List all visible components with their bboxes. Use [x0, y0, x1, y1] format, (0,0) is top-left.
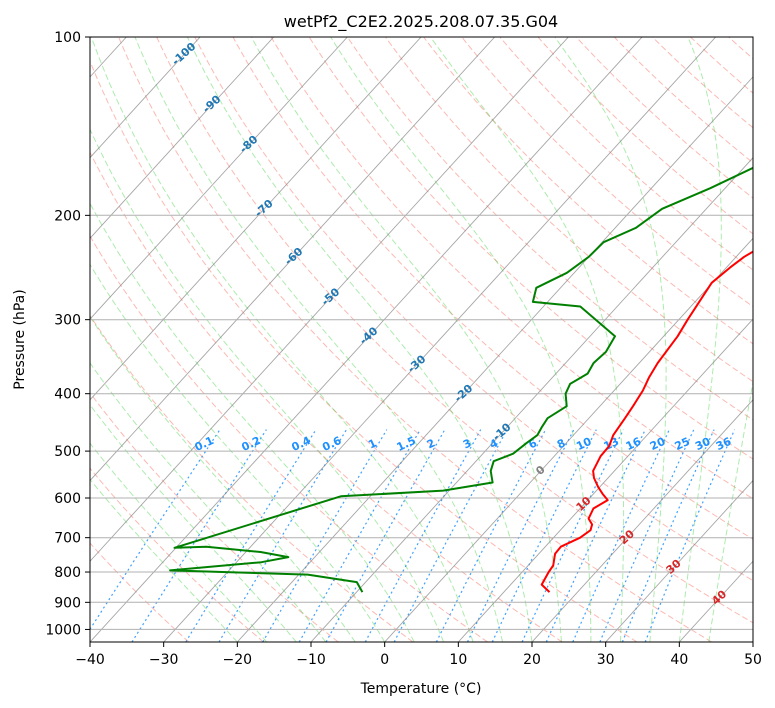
- moist-adiabat-line: [90, 478, 238, 642]
- dewpoint-profile-line: [169, 166, 753, 593]
- moist-adiabat-line: [90, 128, 445, 642]
- moist-adiabat-line: [90, 403, 297, 642]
- dry-adiabat-line: [90, 151, 563, 642]
- isotherm-line: [90, 37, 275, 240]
- dry-adiabat-line: [270, 37, 753, 500]
- isotherm-line: [90, 37, 643, 642]
- y-tick-label: 500: [54, 444, 81, 460]
- x-tick-label: 10: [449, 652, 467, 668]
- mixing-ratio-line: [185, 429, 317, 642]
- temperature-profile-line: [540, 250, 753, 593]
- mixing-ratio-line: [491, 429, 597, 642]
- isotherm-line: [310, 156, 753, 642]
- x-tick-label: −20: [223, 652, 253, 668]
- mixing-ratio-line: [644, 429, 736, 642]
- isotherm-line: [90, 37, 496, 482]
- mixing-ratio-label: 16: [624, 435, 644, 453]
- isotherm-lines: [90, 37, 753, 642]
- y-tick-label: 600: [54, 491, 81, 507]
- mixing-ratio-line: [364, 429, 482, 642]
- y-tick-label: 400: [54, 387, 81, 403]
- isotherm-line: [236, 76, 753, 642]
- x-tick-label: −10: [296, 652, 326, 668]
- y-tick-label: 100: [54, 30, 81, 46]
- mixing-ratio-line: [90, 429, 221, 631]
- x-tick-label: 30: [597, 652, 615, 668]
- dry-adiabat-line: [90, 60, 638, 642]
- isotherm-line: [163, 37, 717, 642]
- moist-adiabat-line: [708, 379, 753, 642]
- dry-adiabat-line: [613, 37, 753, 164]
- mixing-ratio-label: 20: [648, 435, 668, 453]
- x-axis-label: Temperature (°C): [360, 681, 482, 697]
- mixing-ratio-label: 10: [574, 435, 594, 453]
- mixing-ratio-label: 25: [673, 435, 692, 453]
- mixing-ratio-line: [621, 429, 715, 642]
- moist-adiabat-line: [330, 37, 592, 642]
- pressure-gridlines: [90, 37, 753, 630]
- profile-series: [169, 166, 753, 593]
- mixing-ratio-line: [298, 429, 421, 642]
- x-tick-label: 20: [523, 652, 541, 668]
- isotherm-line: [457, 318, 753, 642]
- x-tick-label: 40: [670, 652, 688, 668]
- x-tick-label: 50: [744, 652, 762, 668]
- isotherm-line: [531, 399, 753, 642]
- dry-adiabat-line: [118, 37, 712, 642]
- moist-adiabat-line: [250, 37, 562, 642]
- x-tick-label: 0: [380, 652, 389, 668]
- moist-adiabat-line: [554, 37, 667, 642]
- y-axis-label: Pressure (hPa): [12, 289, 28, 389]
- moist-adiabat-line: [90, 442, 268, 642]
- dry-adiabat-line: [232, 37, 753, 540]
- mixing-ratio-line: [572, 429, 670, 642]
- y-tick-label: 1000: [45, 622, 81, 638]
- dry-adiabat-line: [90, 314, 414, 642]
- moist-adiabat-line: [430, 37, 625, 642]
- mixing-ratio-line: [262, 429, 388, 642]
- mixing-ratio-line: [325, 429, 446, 642]
- mixing-ratio-line: [393, 429, 508, 642]
- y-tick-label: 300: [54, 313, 81, 329]
- isotherm-line: [90, 37, 422, 401]
- isotherm-line: [605, 479, 753, 642]
- x-axis-ticks: −40 −30 −20 −10 0 10 20 30 40 50: [75, 642, 762, 668]
- dry-adiabat-line: [385, 37, 753, 383]
- mixing-ratio-label: 36: [714, 435, 734, 453]
- dry-adiabat-line: [423, 37, 753, 345]
- dry-adiabat-line: [90, 391, 339, 642]
- moist-adiabat-line: [90, 37, 474, 642]
- isotherm-line: [90, 37, 569, 562]
- plot-frame: [89, 36, 754, 643]
- isotherm-line: [384, 237, 753, 642]
- y-tick-label: 800: [54, 565, 81, 581]
- x-tick-label: −40: [75, 652, 105, 668]
- mixing-ratio-line: [131, 429, 267, 642]
- mixing-ratio-lines: [90, 429, 736, 642]
- mixing-ratio-line: [599, 429, 695, 642]
- moist-adiabat-line: [134, 37, 503, 642]
- mixing-ratio-line: [545, 429, 646, 642]
- y-tick-label: 200: [54, 208, 81, 224]
- chart-title: wetPf2_C2E2.2025.208.07.35.G04: [284, 12, 558, 32]
- mixing-ratio-line: [521, 429, 624, 642]
- y-tick-label: 700: [54, 531, 81, 547]
- dry-adiabat-line: [156, 37, 753, 624]
- mixing-ratio-label: 30: [693, 435, 713, 453]
- moist-adiabat-line: [90, 315, 356, 642]
- moist-adiabat-line: [678, 37, 722, 642]
- dry-adiabat-line: [194, 37, 753, 582]
- moist-adiabat-line: [90, 263, 386, 642]
- moist-adiabat-line: [90, 362, 327, 642]
- dry-adiabat-line: [90, 467, 264, 642]
- x-tick-label: −30: [149, 652, 179, 668]
- y-tick-label: 900: [54, 595, 81, 611]
- y-axis-ticks: 100 200 300 400 500 600 700 800 900 1000: [45, 30, 90, 638]
- isotherm-line: [90, 37, 348, 320]
- isotherm-line: [90, 37, 201, 159]
